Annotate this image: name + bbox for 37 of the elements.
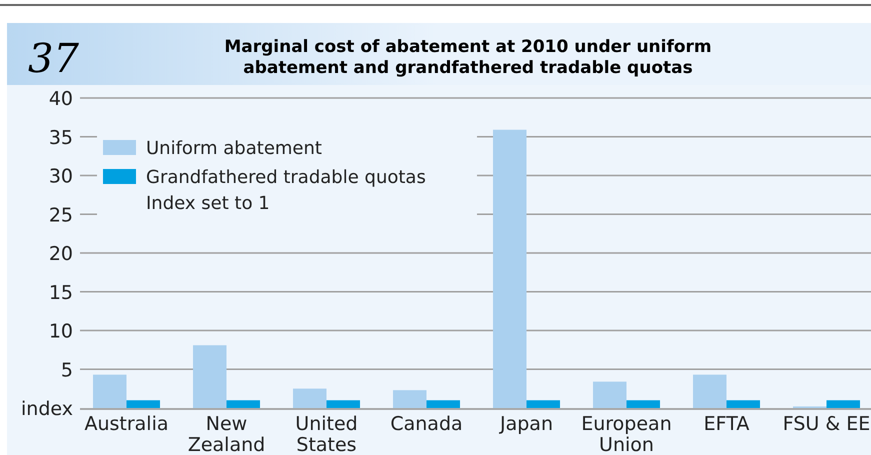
bar — [426, 400, 460, 408]
x-tick-label: FSU & EE — [782, 413, 870, 435]
y-tick-label: 5 — [60, 359, 73, 382]
bar — [393, 390, 426, 408]
bar — [726, 400, 760, 408]
bar — [826, 400, 860, 408]
bar — [293, 388, 326, 408]
x-tick-label: Japan — [499, 413, 553, 435]
bar — [93, 374, 126, 408]
bar — [326, 400, 360, 408]
annotation: Index set to 1 — [146, 193, 270, 214]
text: 37 — [28, 36, 80, 82]
y-tick-label: 25 — [48, 204, 73, 226]
bar — [593, 382, 626, 408]
bar — [626, 400, 660, 408]
x-tick-label: Australia — [84, 413, 169, 435]
x-tick-label: Canada — [390, 413, 463, 435]
y-tick-label: 35 — [48, 126, 73, 149]
chart-title: Marginal cost of abatement at 2010 under uniform abatement and grandfathered tradable quotas — [224, 37, 712, 78]
x-tick-label: United States — [295, 413, 358, 455]
x-tick-label: European Union — [581, 413, 672, 455]
bar — [493, 130, 526, 408]
y-tick-label: index — [21, 398, 73, 420]
y-tick-label: 15 — [48, 282, 73, 304]
bar — [126, 400, 160, 408]
y-tick-label: 20 — [48, 243, 73, 265]
bar — [226, 400, 260, 408]
legend-label: Uniform abatement — [146, 138, 322, 159]
bar — [526, 400, 560, 408]
x-tick-label: EFTA — [704, 413, 750, 435]
y-tick-label: 40 — [48, 88, 73, 110]
bar — [193, 345, 226, 408]
bar — [693, 374, 726, 408]
y-tick-label: 10 — [48, 320, 73, 342]
legend-label: Grandfathered tradable quotas — [146, 167, 426, 188]
x-tick-label: New Zealand — [188, 413, 266, 455]
y-tick-label: 30 — [48, 166, 73, 188]
